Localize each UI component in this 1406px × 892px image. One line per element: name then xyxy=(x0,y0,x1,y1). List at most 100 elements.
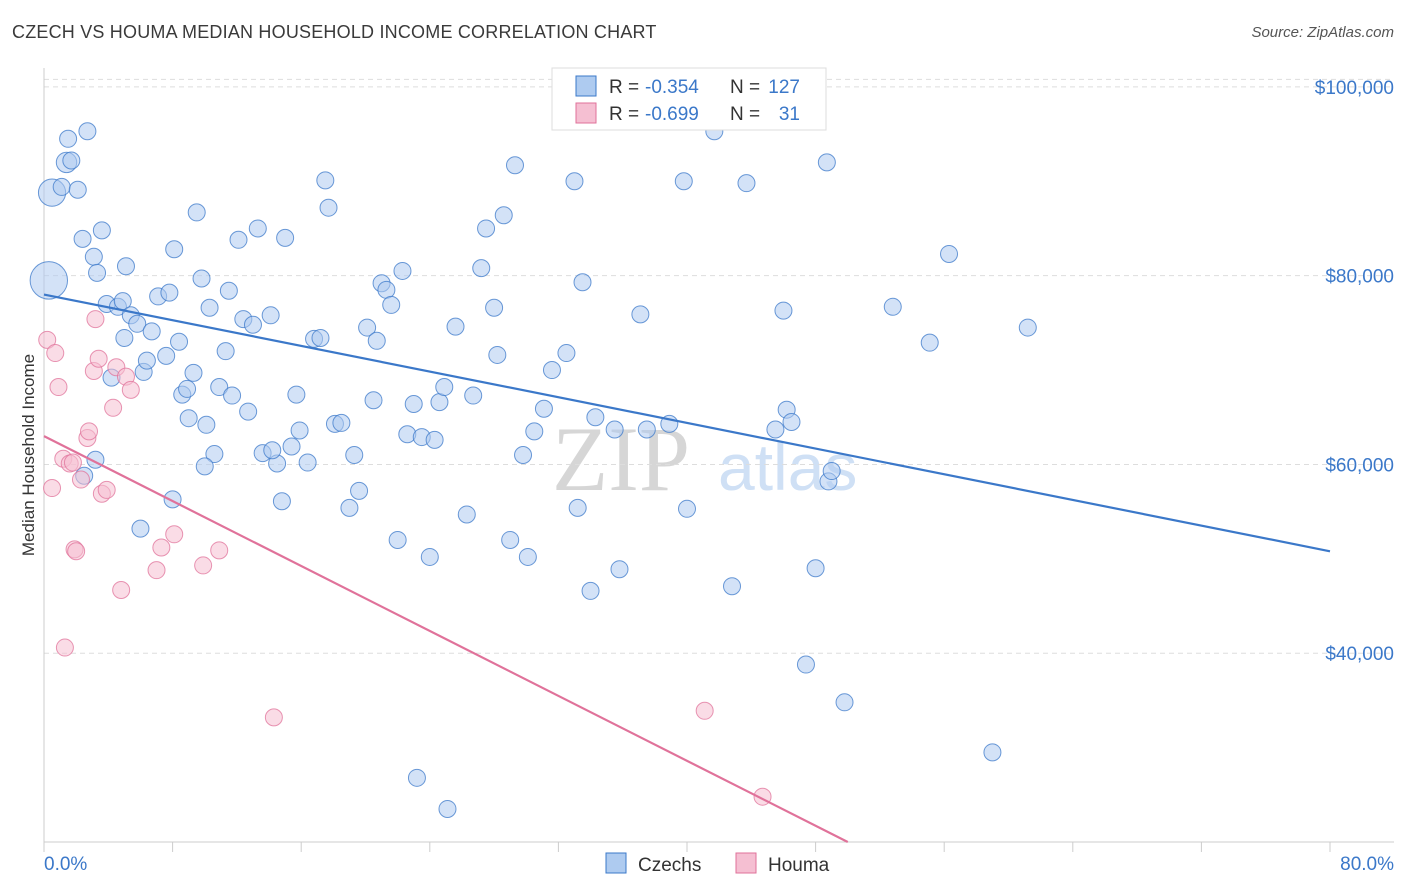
czech-point-76 xyxy=(430,393,449,412)
x-tick-label-right: 80.0% xyxy=(1340,854,1394,875)
czech-point-109 xyxy=(737,174,756,193)
czech-point-62 xyxy=(358,318,377,337)
houma-point-5 xyxy=(55,638,74,657)
czech-point-95 xyxy=(565,172,584,191)
czech-point-126 xyxy=(195,457,214,476)
czech-point-83 xyxy=(477,219,496,238)
czech-n-label: N = xyxy=(730,77,760,98)
czech-point-79 xyxy=(446,317,465,336)
stats-legend: R = -0.354 N = 127 R = -0.699 N = 31 xyxy=(551,67,827,131)
czech-point-102 xyxy=(631,305,650,324)
czech-point-125 xyxy=(263,441,282,460)
czech-point-43 xyxy=(248,219,267,238)
czech-point-58 xyxy=(332,413,351,432)
czech-point-36 xyxy=(216,342,235,361)
czech-point-20 xyxy=(137,351,156,370)
czech-point-4 xyxy=(59,129,78,148)
y-tick-label-3: $100,000 xyxy=(1315,78,1394,99)
czech-point-32 xyxy=(197,415,216,434)
czech-point-29 xyxy=(184,363,203,382)
czech-point-80 xyxy=(457,505,476,524)
houma-point-25 xyxy=(165,525,184,544)
houma-point-20 xyxy=(112,580,131,599)
czech-point-35 xyxy=(210,378,229,397)
czech-point-11 xyxy=(92,221,111,240)
x-tick-label-left: 0.0% xyxy=(44,854,87,875)
houma-point-3 xyxy=(49,378,68,397)
czech-point-113 xyxy=(782,412,801,431)
czech-point-41 xyxy=(239,402,258,421)
houma-point-2 xyxy=(46,344,65,363)
czech-point-75 xyxy=(425,430,444,449)
y-axis-title: Median Household Income xyxy=(19,354,38,556)
czech-point-16 xyxy=(116,257,135,276)
czech-point-124 xyxy=(1018,318,1037,337)
czech-point-78 xyxy=(438,799,457,818)
stats-legend-frame xyxy=(551,67,827,131)
czech-point-42 xyxy=(243,315,262,334)
czech-point-34 xyxy=(205,445,224,464)
czech-point-37 xyxy=(219,281,238,300)
houma-point-0 xyxy=(38,330,57,349)
gridlines xyxy=(44,78,1394,654)
czech-point-128 xyxy=(163,490,182,509)
czech-point-5 xyxy=(62,151,81,170)
czech-point-68 xyxy=(388,530,407,549)
czech-point-6 xyxy=(68,180,87,199)
czech-point-118 xyxy=(822,462,841,481)
czech-point-120 xyxy=(883,297,902,316)
czech-point-33 xyxy=(200,298,219,317)
czech-point-8 xyxy=(78,122,97,141)
houma-n-value: 31 xyxy=(779,104,800,125)
czech-point-7 xyxy=(73,229,92,248)
czech-point-55 xyxy=(316,171,335,190)
trend-lines xyxy=(43,293,1331,843)
czech-point-132 xyxy=(115,328,134,347)
czech-point-72 xyxy=(407,768,426,787)
czech-point-81 xyxy=(464,386,483,405)
y-tick-label-1: $60,000 xyxy=(1325,455,1394,476)
czech-r-value: -0.354 xyxy=(645,77,699,98)
czech-point-108 xyxy=(723,577,742,596)
czech-point-10 xyxy=(88,263,107,282)
czech-point-63 xyxy=(364,391,383,410)
series-legend: Czechs Houma xyxy=(605,852,830,876)
czech-point-94 xyxy=(557,344,576,363)
czech-point-2 xyxy=(52,177,71,196)
houma-point-1 xyxy=(43,479,62,498)
houma-swatch xyxy=(575,102,597,124)
czech-point-100 xyxy=(605,420,624,439)
czech-point-99 xyxy=(586,408,605,427)
czech-point-59 xyxy=(340,498,359,517)
czech-point-25 xyxy=(165,240,184,259)
czech-point-9 xyxy=(84,247,103,266)
legend-czechs-swatch xyxy=(605,852,627,874)
czech-point-30 xyxy=(187,203,206,222)
czech-point-66 xyxy=(377,280,396,299)
czech-point-131 xyxy=(179,409,198,428)
y-tick-label-0: $40,000 xyxy=(1325,644,1394,665)
czech-r-label: R = xyxy=(609,77,639,98)
houma-point-27 xyxy=(210,541,229,560)
czech-point-64 xyxy=(367,331,386,350)
czech-point-56 xyxy=(319,198,338,217)
czech-point-114 xyxy=(796,655,815,674)
czech-point-38 xyxy=(223,386,242,405)
houma-point-10 xyxy=(71,470,90,489)
czech-point-98 xyxy=(581,581,600,600)
czech-point-88 xyxy=(505,156,524,175)
czech-trend-line xyxy=(43,293,1331,553)
houma-point-17 xyxy=(97,480,116,499)
czech-point-51 xyxy=(290,421,309,440)
houma-n-label: N = xyxy=(730,104,760,125)
houma-r-value: -0.699 xyxy=(645,104,699,125)
czech-point-87 xyxy=(501,530,520,549)
czech-point-91 xyxy=(525,422,544,441)
source-credit: Source: ZipAtlas.com xyxy=(1251,24,1394,41)
czech-point-31 xyxy=(192,269,211,288)
y-tick-labels: $40,000 $60,000 $80,000 $100,000 xyxy=(1315,78,1394,665)
czech-point-74 xyxy=(420,547,439,566)
houma-point-7 xyxy=(63,453,82,472)
czech-point-50 xyxy=(287,385,306,404)
